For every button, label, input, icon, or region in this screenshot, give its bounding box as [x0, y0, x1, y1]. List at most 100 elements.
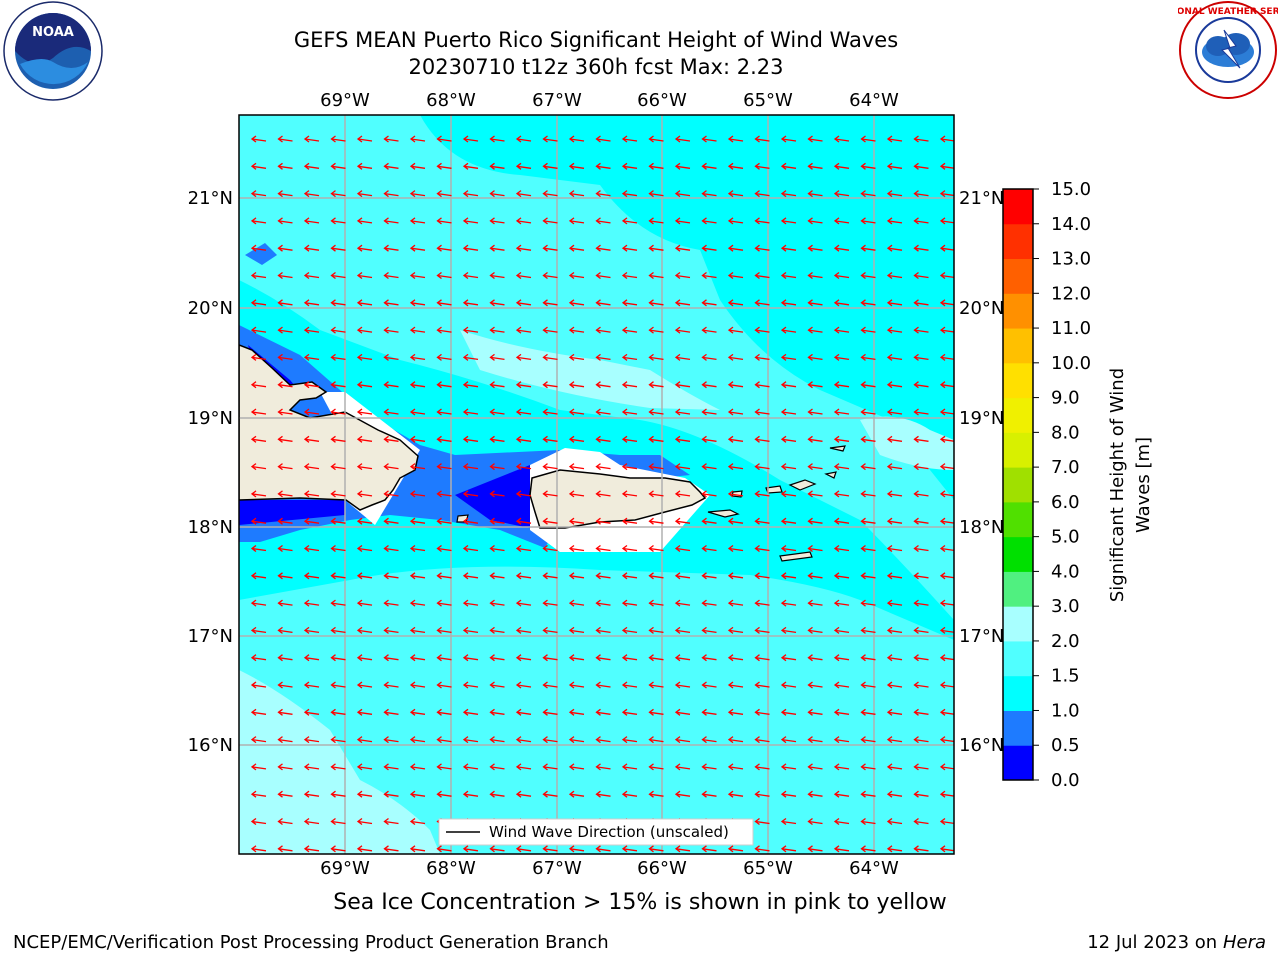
wind-arrow-head: [754, 681, 760, 689]
wind-arrow-head: [833, 353, 840, 361]
wind-arrow: [304, 793, 320, 797]
colorbar-tick-label: 13.0: [1051, 249, 1091, 270]
wind-arrow-head: [727, 681, 734, 689]
wind-arrow-head: [303, 463, 310, 471]
wind-arrow: [331, 820, 346, 825]
wind-arrow-head: [515, 435, 522, 443]
wind-arrow: [251, 465, 267, 470]
wind-arrow-head: [515, 599, 522, 607]
wind-arrow-head: [807, 517, 813, 525]
wind-arrow: [781, 192, 797, 197]
wind-arrow-head: [674, 435, 681, 443]
wind-arrow-head: [330, 790, 336, 798]
wind-arrow-head: [462, 490, 469, 498]
wind-arrow-head: [648, 326, 654, 334]
wind-arrow: [702, 493, 717, 497]
wind-arrow: [357, 657, 373, 661]
wind-arrow-head: [701, 271, 707, 280]
noaa-logo: NOAA: [3, 1, 103, 101]
wind-arrow-head: [303, 708, 310, 716]
ice-note: Sea Ice Concentration > 15% is shown in …: [333, 890, 947, 915]
wind-arrow-head: [250, 599, 257, 607]
wind-arrow-head: [383, 299, 389, 307]
wind-arrow-head: [436, 271, 442, 280]
wind-arrow-head: [780, 599, 787, 607]
wind-arrow: [728, 493, 744, 497]
wind-arrow-head: [462, 353, 469, 361]
wind-arrow: [357, 329, 373, 333]
wind-arrow: [596, 438, 611, 442]
wind-arrow: [410, 165, 426, 169]
wind-arrow: [357, 602, 373, 606]
wind-arrow-head: [939, 217, 946, 225]
wind-arrow-head: [250, 353, 257, 361]
wind-arrow-head: [409, 572, 416, 580]
wind-arrow-head: [833, 681, 840, 689]
wind-arrow: [516, 247, 532, 251]
wind-arrow-head: [542, 845, 548, 853]
wind-arrow-head: [860, 162, 866, 170]
wind-arrow: [702, 711, 717, 715]
wind-arrow: [914, 684, 929, 688]
wind-arrow-head: [436, 626, 442, 634]
wind-arrow-head: [754, 299, 760, 307]
wind-arrow-head: [621, 299, 628, 307]
lon-label: 67°W: [532, 90, 582, 111]
wind-arrow: [357, 192, 373, 197]
wind-arrow-head: [595, 326, 601, 334]
wind-arrow-head: [674, 544, 681, 553]
wind-arrow-head: [860, 736, 866, 744]
wind-arrow: [887, 766, 903, 770]
wind-arrow: [622, 711, 638, 715]
wind-arrow: [357, 220, 373, 224]
wind-arrow-head: [409, 162, 416, 170]
wind-arrow: [622, 520, 638, 524]
wind-arrow-head: [568, 708, 575, 716]
wind-arrow: [490, 711, 505, 715]
wind-arrow: [384, 356, 399, 361]
wind-arrow: [516, 165, 532, 169]
wind-arrow-head: [780, 217, 787, 225]
wind-arrow: [728, 138, 744, 142]
wind-arrow-head: [356, 271, 363, 280]
lon-label: 69°W: [320, 858, 370, 879]
wind-arrow: [384, 793, 399, 797]
wind-arrow: [675, 220, 691, 224]
wind-arrow-head: [754, 544, 760, 553]
wind-arrow-head: [701, 299, 707, 307]
wind-arrow: [410, 138, 426, 142]
wind-arrow-head: [648, 599, 654, 607]
wind-arrow: [940, 411, 954, 415]
wind-arrow: [622, 220, 638, 224]
wind-arrow-head: [409, 763, 416, 771]
colorbar-tick-label: 15.0: [1051, 179, 1091, 200]
wind-arrow: [781, 165, 797, 169]
wind-arrow-head: [277, 190, 283, 198]
wind-arrow: [728, 602, 744, 606]
wind-arrow-head: [886, 572, 893, 580]
wind-arrow-head: [648, 408, 654, 416]
wind-arrow-head: [886, 599, 893, 607]
wave-band-darkest: [239, 345, 530, 528]
wind-arrow-head: [489, 217, 495, 225]
wind-arrow: [728, 165, 744, 169]
wind-arrow: [808, 820, 823, 825]
wind-arrow-head: [568, 490, 575, 498]
colorbar-segment: [1003, 432, 1033, 468]
wind-arrow: [437, 220, 452, 224]
wind-arrow: [543, 384, 558, 388]
wind-arrow-head: [833, 408, 840, 416]
wind-arrow: [463, 602, 479, 606]
wind-arrow: [861, 138, 876, 142]
wind-arrow-head: [436, 599, 442, 607]
wind-arrow: [596, 684, 611, 688]
wind-arrow: [781, 657, 797, 661]
wind-arrow: [940, 575, 954, 579]
wind-arrow-head: [807, 817, 813, 826]
wind-arrow: [543, 738, 558, 743]
wind-arrow-head: [886, 790, 893, 798]
colorbar-segment: [1003, 675, 1033, 711]
wind-arrow-head: [277, 162, 283, 170]
wind-arrow-head: [568, 681, 575, 689]
wind-arrow-head: [409, 626, 416, 634]
